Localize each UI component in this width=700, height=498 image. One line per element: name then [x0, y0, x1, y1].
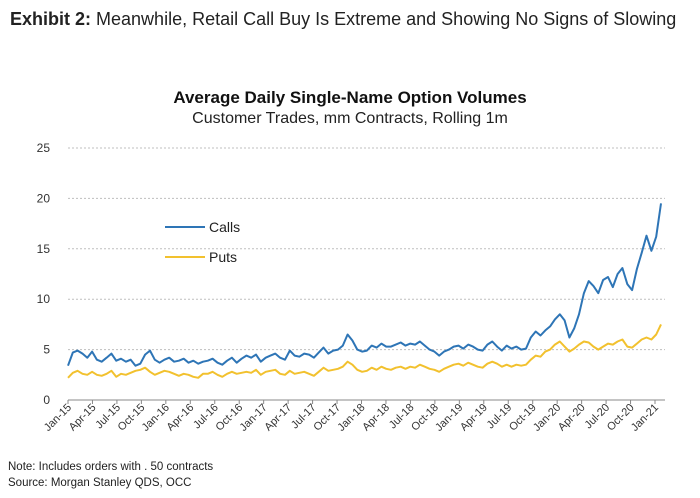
chart-subtitle: Customer Trades, mm Contracts, Rolling 1…: [192, 110, 508, 127]
y-tick-label: 0: [43, 393, 50, 407]
x-tick-label: Apr-20: [556, 402, 588, 434]
x-tick-label: Jan-20: [531, 402, 563, 434]
legend: Calls Puts: [165, 219, 240, 265]
series-line-calls: [67, 203, 662, 367]
series-layer: [67, 203, 662, 379]
grid-layer: [68, 147, 665, 351]
chart-title: Average Daily Single-Name Option Volumes: [173, 88, 527, 107]
x-tick-label: Apr-18: [360, 402, 392, 434]
legend-label-calls: Calls: [209, 219, 240, 235]
x-tick-label: Jan-16: [140, 402, 172, 434]
y-tick-label: 25: [37, 141, 51, 155]
exhibit-label: Exhibit 2:: [10, 9, 92, 29]
source-text: Source: Morgan Stanley QDS, OCC: [8, 477, 192, 489]
exhibit-caption: Exhibit 2: Meanwhile, Retail Call Buy Is…: [10, 6, 680, 32]
x-tick-label: Jan-21: [629, 402, 661, 434]
x-tick-label: Jan-17: [238, 402, 270, 434]
note-text: Note: Includes orders with . 50 contract…: [8, 461, 214, 473]
exhibit-text: Meanwhile, Retail Call Buy Is Extreme an…: [96, 9, 677, 29]
y-tick-label: 15: [37, 242, 51, 256]
legend-label-puts: Puts: [209, 249, 237, 265]
series-line-puts: [67, 323, 662, 379]
y-axis: 0 5 10 15 20 25: [37, 141, 51, 407]
y-tick-label: 10: [37, 292, 51, 306]
y-tick-label: 20: [37, 191, 51, 205]
x-tick-label: Apr-15: [67, 402, 99, 434]
x-tick-label: Jan-18: [335, 402, 367, 434]
y-tick-label: 5: [43, 343, 50, 357]
x-tick-label: Apr-19: [458, 402, 490, 434]
x-tick-label: Apr-17: [262, 402, 294, 434]
x-axis: Jan-15Apr-15Jul-15Oct-15Jan-16Apr-16Jul-…: [42, 399, 665, 434]
x-tick-label: Jan-19: [433, 402, 465, 434]
x-tick-label: Apr-16: [165, 402, 197, 434]
